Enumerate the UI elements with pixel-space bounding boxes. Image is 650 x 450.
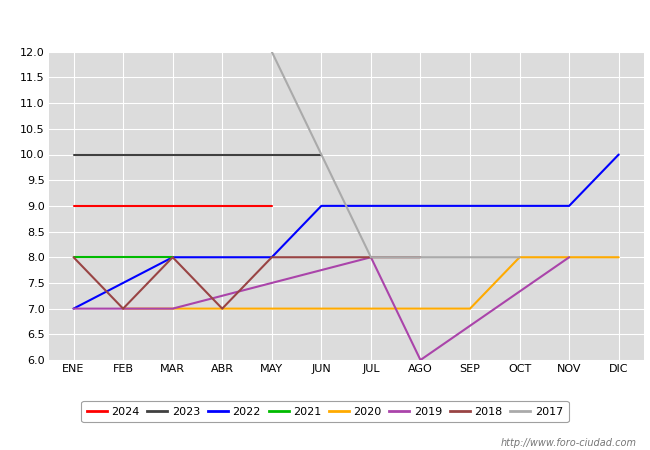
Text: Afiliados en Cendejas de Enmedio a 31/5/2024: Afiliados en Cendejas de Enmedio a 31/5/… xyxy=(131,10,519,28)
Text: http://www.foro-ciudad.com: http://www.foro-ciudad.com xyxy=(501,438,637,448)
Legend: 2024, 2023, 2022, 2021, 2020, 2019, 2018, 2017: 2024, 2023, 2022, 2021, 2020, 2019, 2018… xyxy=(81,401,569,422)
